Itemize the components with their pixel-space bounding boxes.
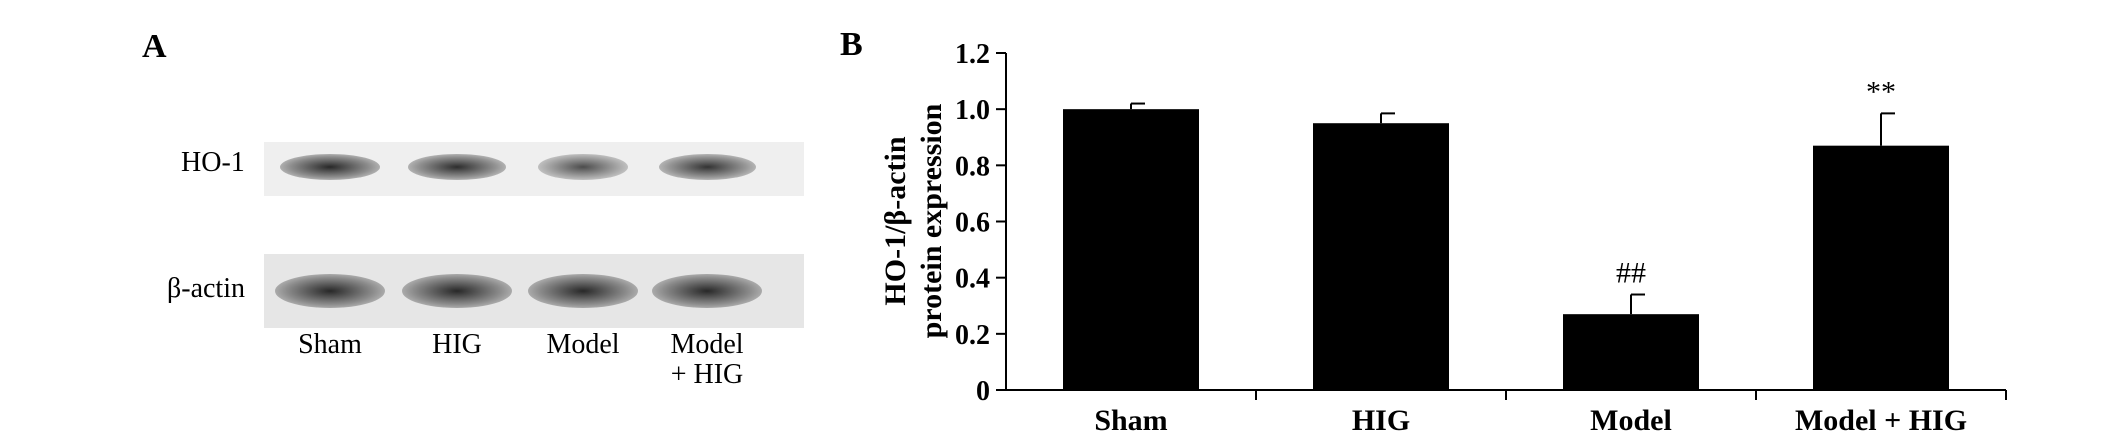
y-tick-label: 0.6 [955,208,990,239]
ho1-band-1 [280,154,380,180]
blot-lane-label-2: HIG [432,329,482,360]
ho1-band-4 [658,154,756,180]
bar-3 [1563,314,1699,390]
blot-lane-label-3: Model [546,329,620,360]
y-tick-label: 0.2 [955,320,990,351]
blot-lane-label-1: Sham [298,329,362,360]
y-tick-label: 1.2 [955,39,990,70]
x-tick-label: HIG [1352,404,1410,437]
actin-band-4 [652,274,762,308]
x-tick-label: Model + HIG [1795,404,1967,437]
ho1-band-3 [538,154,628,180]
y-tick-label: 0 [976,376,990,407]
blot-row-label-ho1: HO-1 [181,147,245,178]
y-tick-label: 1.0 [955,95,990,126]
panel-label-b: B [840,26,863,63]
actin-band-3 [528,274,638,308]
panel-label-a: A [142,28,167,65]
x-tick-label: Model [1590,404,1672,437]
y-axis-title: HO-1/β-actin protein expression [879,103,948,338]
y-axis-title-line: HO-1/β-actin [879,136,912,305]
bar-2 [1313,123,1449,390]
blot-lane-label-4: Model + HIG [670,329,744,390]
ho1-band-2 [407,154,507,180]
significance-annotation: ## [1616,257,1646,290]
bar-1 [1063,109,1199,391]
actin-band-2 [402,274,512,308]
blot-row-label-actin: β-actin [167,273,245,304]
y-tick-label: 0.4 [955,264,990,295]
y-axis-title-line: protein expression [915,103,948,338]
y-tick-label: 0.8 [955,151,990,182]
blot-strip-ho1 [264,142,804,196]
significance-annotation: ** [1866,75,1896,108]
x-tick-label: Sham [1094,404,1167,437]
actin-band-1 [275,274,385,308]
bar-4 [1813,145,1949,390]
blot-strip-actin [264,254,804,328]
